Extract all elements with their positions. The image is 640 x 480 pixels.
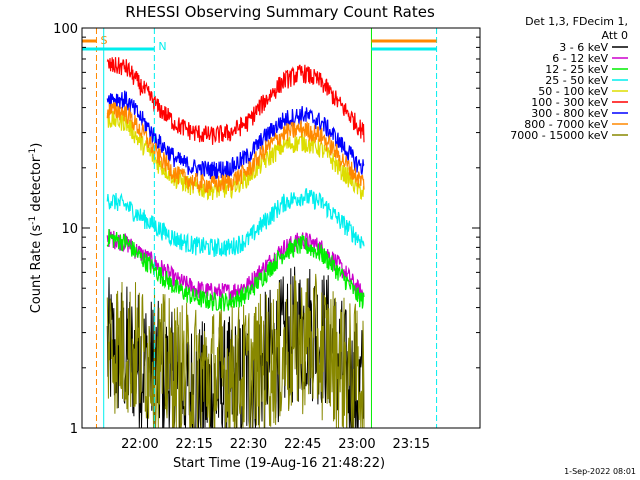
legend-header-line2: Att 0 bbox=[602, 29, 628, 42]
legend-entry-label: 300 - 800 keV bbox=[531, 107, 608, 120]
y-tick-label: 1 bbox=[70, 422, 78, 437]
x-tick-label: 22:30 bbox=[230, 437, 267, 452]
x-axis-label: Start Time (19-Aug-16 21:48:22) bbox=[173, 456, 385, 471]
legend-entry-label: 12 - 25 keV bbox=[545, 63, 608, 76]
x-tick-label: 22:15 bbox=[175, 437, 212, 452]
legend-entry-label: 25 - 50 keV bbox=[545, 74, 608, 87]
legend-entry-label: 50 - 100 keV bbox=[538, 85, 608, 98]
timestamp: 1-Sep-2022 08:01 bbox=[564, 467, 636, 476]
annotation-layer: SN bbox=[82, 28, 438, 428]
series-line bbox=[106, 188, 365, 258]
legend-entry-label: 6 - 12 keV bbox=[552, 52, 608, 65]
x-tick-label: 23:00 bbox=[338, 437, 375, 452]
axis-ticks: 22:00 22:15 22:30 22:45 23:00 23:15 1 10 100 bbox=[53, 22, 480, 452]
chart-title: RHESSI Observing Summary Count Rates bbox=[125, 3, 435, 21]
legend-entry-label: 800 - 7000 keV bbox=[524, 118, 608, 131]
series-line bbox=[106, 102, 365, 194]
series-line bbox=[106, 273, 365, 430]
x-tick-label: 22:00 bbox=[121, 437, 158, 452]
legend-header-line1: Det 1,3, FDecim 1, bbox=[525, 15, 628, 28]
y-axis-label: Count Rate (s-1 detector-1) bbox=[28, 143, 44, 314]
x-tick-label: 23:15 bbox=[393, 437, 430, 452]
x-tick-label: 22:45 bbox=[284, 437, 321, 452]
legend-entry-label: 3 - 6 keV bbox=[559, 41, 608, 54]
y-tick-label: 100 bbox=[53, 22, 78, 37]
y-tick-label: 10 bbox=[61, 222, 78, 237]
series-line bbox=[106, 228, 365, 312]
legend-entry-label: 100 - 300 keV bbox=[531, 96, 608, 109]
flag-label: N bbox=[158, 40, 166, 53]
legend-entry-label: 7000 - 15000 keV bbox=[510, 129, 608, 142]
series-line bbox=[106, 57, 365, 145]
series-layer bbox=[106, 57, 365, 430]
